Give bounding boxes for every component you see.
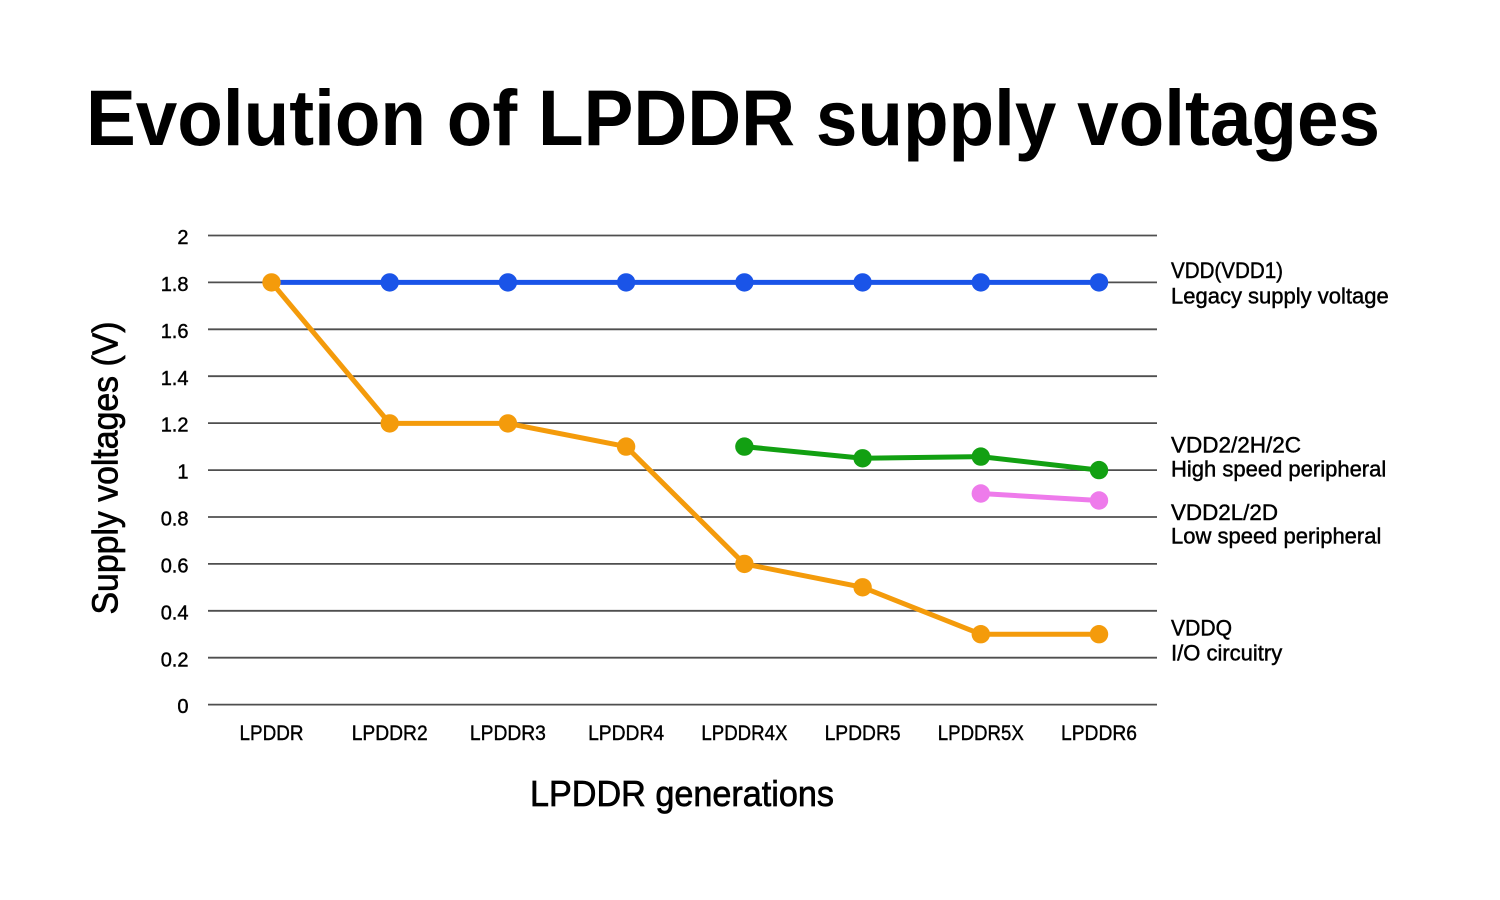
svg-text:High speed peripheral: High speed peripheral	[1171, 456, 1386, 481]
svg-text:LPDDR4X: LPDDR4X	[701, 721, 787, 745]
svg-text:I/O circuitry: I/O circuitry	[1171, 641, 1282, 666]
svg-text:2: 2	[177, 227, 188, 249]
svg-text:Low speed peripheral: Low speed peripheral	[1171, 523, 1381, 548]
svg-text:1.6: 1.6	[161, 321, 189, 343]
svg-text:LPDDR5X: LPDDR5X	[938, 721, 1024, 745]
svg-text:0: 0	[177, 696, 188, 718]
svg-text:1.4: 1.4	[161, 368, 189, 390]
svg-text:VDD(VDD1): VDD(VDD1)	[1171, 258, 1283, 283]
svg-text:0.8: 0.8	[161, 509, 189, 531]
svg-text:VDD2/2H/2C: VDD2/2H/2C	[1171, 433, 1301, 458]
svg-text:LPDDR4: LPDDR4	[588, 721, 664, 745]
svg-text:1.2: 1.2	[161, 415, 189, 437]
svg-text:1.8: 1.8	[161, 274, 189, 296]
svg-text:VDDQ: VDDQ	[1171, 616, 1232, 641]
svg-text:Legacy supply voltage: Legacy supply voltage	[1171, 283, 1389, 308]
svg-text:LPDDR2: LPDDR2	[352, 721, 428, 745]
svg-text:LPDDR3: LPDDR3	[470, 721, 546, 745]
svg-text:LPDDR generations: LPDDR generations	[530, 773, 834, 814]
svg-text:VDD2L/2D: VDD2L/2D	[1171, 500, 1278, 525]
svg-text:LPDDR6: LPDDR6	[1061, 721, 1137, 745]
svg-text:Evolution of LPDDR supply volt: Evolution of LPDDR supply voltages	[86, 73, 1380, 162]
svg-text:1: 1	[177, 462, 188, 484]
svg-text:LPDDR5: LPDDR5	[825, 721, 901, 745]
svg-text:0.6: 0.6	[161, 556, 189, 578]
svg-text:Supply voltages (V): Supply voltages (V)	[85, 322, 126, 615]
svg-text:0.4: 0.4	[161, 602, 189, 624]
svg-text:0.2: 0.2	[161, 649, 189, 671]
svg-text:LPDDR: LPDDR	[240, 721, 304, 745]
